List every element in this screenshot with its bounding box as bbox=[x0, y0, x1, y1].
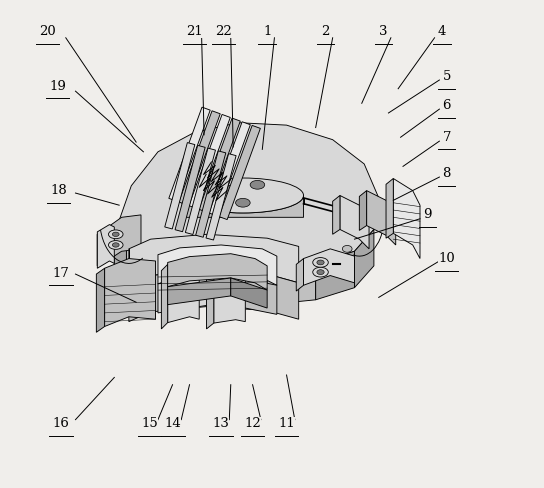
Polygon shape bbox=[96, 268, 104, 332]
Text: 5: 5 bbox=[442, 70, 451, 83]
Polygon shape bbox=[158, 274, 221, 313]
Polygon shape bbox=[126, 242, 165, 292]
Text: 10: 10 bbox=[438, 252, 455, 265]
Text: 7: 7 bbox=[442, 131, 451, 144]
Ellipse shape bbox=[317, 260, 324, 265]
Text: 16: 16 bbox=[52, 417, 70, 430]
Polygon shape bbox=[97, 229, 104, 266]
Ellipse shape bbox=[221, 185, 236, 194]
Ellipse shape bbox=[108, 241, 123, 249]
Polygon shape bbox=[129, 234, 299, 285]
Polygon shape bbox=[367, 191, 395, 245]
Ellipse shape bbox=[113, 243, 119, 247]
Ellipse shape bbox=[313, 258, 328, 267]
Polygon shape bbox=[360, 191, 367, 230]
Polygon shape bbox=[231, 278, 267, 308]
Text: 22: 22 bbox=[215, 25, 232, 38]
Polygon shape bbox=[267, 274, 299, 319]
Text: 8: 8 bbox=[442, 167, 451, 180]
Text: 12: 12 bbox=[244, 417, 261, 430]
Polygon shape bbox=[169, 107, 210, 202]
Text: 1: 1 bbox=[263, 25, 271, 38]
Polygon shape bbox=[355, 229, 374, 287]
Ellipse shape bbox=[317, 270, 324, 275]
Text: 14: 14 bbox=[165, 417, 181, 430]
Polygon shape bbox=[199, 118, 240, 212]
Text: 3: 3 bbox=[379, 25, 388, 38]
Polygon shape bbox=[168, 259, 199, 323]
Ellipse shape bbox=[236, 199, 250, 207]
Polygon shape bbox=[168, 254, 267, 290]
Text: 18: 18 bbox=[50, 184, 67, 197]
Polygon shape bbox=[209, 122, 250, 216]
Polygon shape bbox=[182, 196, 304, 217]
Ellipse shape bbox=[182, 178, 304, 213]
Polygon shape bbox=[162, 264, 168, 329]
Polygon shape bbox=[196, 151, 226, 237]
Polygon shape bbox=[214, 263, 245, 323]
Polygon shape bbox=[221, 274, 277, 314]
Text: 13: 13 bbox=[213, 417, 230, 430]
Polygon shape bbox=[97, 215, 141, 266]
Polygon shape bbox=[114, 234, 126, 278]
Polygon shape bbox=[316, 251, 355, 300]
Polygon shape bbox=[186, 148, 215, 235]
Text: 15: 15 bbox=[141, 417, 158, 430]
Polygon shape bbox=[189, 115, 230, 209]
Polygon shape bbox=[206, 154, 236, 240]
Polygon shape bbox=[207, 266, 214, 329]
Polygon shape bbox=[165, 142, 195, 229]
Polygon shape bbox=[386, 179, 393, 238]
Ellipse shape bbox=[342, 245, 352, 252]
Polygon shape bbox=[104, 259, 156, 326]
Polygon shape bbox=[168, 278, 231, 305]
Polygon shape bbox=[296, 259, 304, 291]
Ellipse shape bbox=[313, 267, 328, 277]
Text: 21: 21 bbox=[186, 25, 203, 38]
Text: 11: 11 bbox=[278, 417, 295, 430]
Polygon shape bbox=[332, 196, 340, 234]
Polygon shape bbox=[165, 256, 214, 302]
Ellipse shape bbox=[113, 232, 119, 237]
Polygon shape bbox=[97, 224, 114, 268]
Polygon shape bbox=[151, 270, 207, 312]
Polygon shape bbox=[129, 276, 151, 322]
Polygon shape bbox=[267, 264, 316, 305]
Text: 4: 4 bbox=[437, 25, 446, 38]
Text: 17: 17 bbox=[52, 266, 70, 280]
Polygon shape bbox=[158, 245, 277, 285]
Polygon shape bbox=[179, 111, 220, 205]
Ellipse shape bbox=[108, 230, 123, 239]
Polygon shape bbox=[114, 122, 379, 268]
Text: 6: 6 bbox=[442, 99, 451, 112]
Polygon shape bbox=[219, 125, 261, 220]
Polygon shape bbox=[207, 270, 267, 310]
Ellipse shape bbox=[250, 181, 265, 189]
Text: 19: 19 bbox=[49, 80, 66, 93]
Text: 20: 20 bbox=[40, 25, 56, 38]
Polygon shape bbox=[340, 196, 369, 249]
Polygon shape bbox=[175, 145, 205, 232]
Text: 2: 2 bbox=[321, 25, 330, 38]
Text: 9: 9 bbox=[423, 208, 431, 222]
Polygon shape bbox=[393, 179, 420, 259]
Polygon shape bbox=[214, 266, 267, 305]
Polygon shape bbox=[304, 249, 355, 285]
